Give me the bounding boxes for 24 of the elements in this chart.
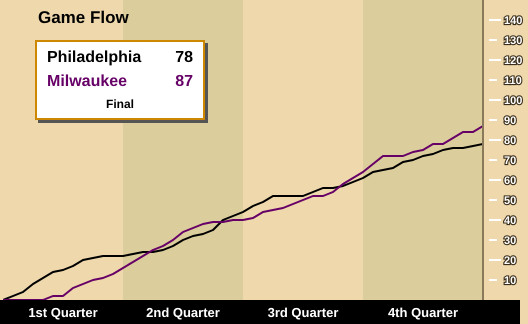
y-tick-label: 30 bbox=[504, 235, 516, 247]
annotation: Final bbox=[104, 96, 135, 113]
y-tick-label: 60 bbox=[504, 175, 516, 187]
y-tick-label: 120 bbox=[504, 55, 522, 67]
text: Game Flow bbox=[38, 8, 129, 28]
x-tick-label: 4th Quarter bbox=[388, 305, 458, 320]
text: Philadelphia bbox=[47, 48, 142, 68]
annotation: 87 bbox=[175, 72, 193, 92]
x-tick-label: 1st Quarter bbox=[28, 305, 98, 320]
y-tick-label: 130 bbox=[504, 35, 522, 47]
y-tick-label: 110 bbox=[504, 75, 522, 87]
y-tick-label: 40 bbox=[504, 215, 516, 227]
text: Milwaukee bbox=[47, 72, 128, 92]
y-tick-label: 140 bbox=[504, 15, 522, 27]
y-tick-label: 80 bbox=[504, 135, 516, 147]
y-tick-label: 50 bbox=[504, 195, 516, 207]
x-tick-label: 2nd Quarter bbox=[146, 305, 220, 320]
y-tick-label: 10 bbox=[504, 275, 516, 287]
y-tick-label: 20 bbox=[504, 255, 516, 267]
annotation: 78 bbox=[175, 48, 193, 68]
y-tick-label: 100 bbox=[504, 95, 522, 107]
y-tick-label: 70 bbox=[504, 155, 516, 167]
y-tick-label: 90 bbox=[504, 115, 516, 127]
x-tick-label: 3rd Quarter bbox=[268, 305, 338, 320]
